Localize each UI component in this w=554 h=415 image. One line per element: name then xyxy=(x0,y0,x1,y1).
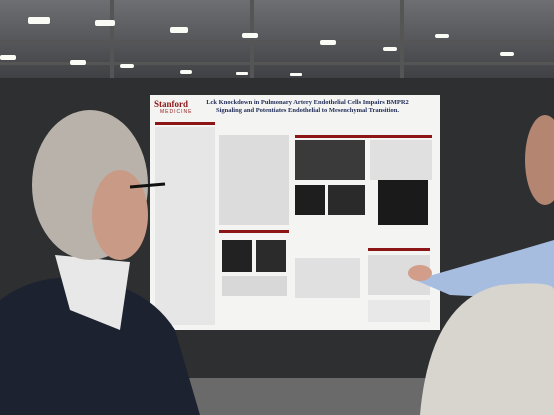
left-person xyxy=(0,110,200,415)
ceiling-trusses xyxy=(0,0,554,80)
poster-title: Lck Knockdown in Pulmonary Artery Endoth… xyxy=(206,99,409,114)
ceiling-lights xyxy=(0,17,514,76)
poster-logo: Stanford xyxy=(154,99,189,109)
right-person xyxy=(408,115,554,415)
poster-logo-sub: MEDICINE xyxy=(160,109,193,115)
poster-panels xyxy=(155,122,432,325)
